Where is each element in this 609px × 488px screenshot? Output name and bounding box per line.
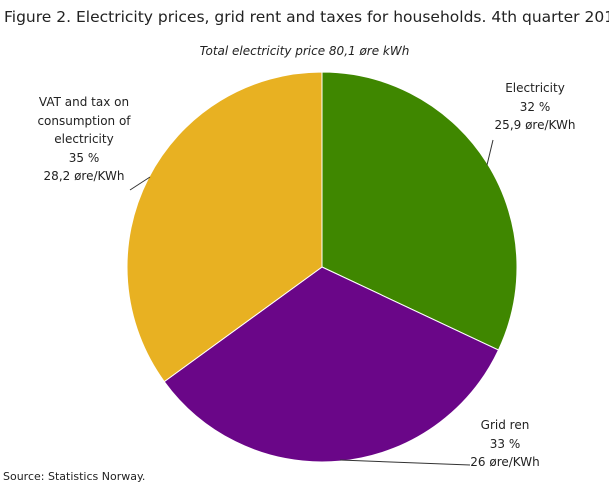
amount-label: 25,9 øre/KWh <box>494 118 576 132</box>
category-label: VAT and tax on consumption of electricit… <box>37 95 131 146</box>
category-label: Grid ren <box>480 418 530 432</box>
slice-label: Grid ren 33 % 26 øre/KWh <box>455 416 555 472</box>
amount-label: 26 øre/KWh <box>470 455 540 469</box>
slice-label: Electricity 32 % 25,9 øre/KWh <box>485 79 585 135</box>
percent-label: 33 % <box>489 436 521 451</box>
leader-line <box>129 176 151 191</box>
leader-line <box>339 459 471 466</box>
percent-label: 35 % <box>68 150 100 165</box>
slice-label: VAT and tax on consumption of electricit… <box>22 93 146 186</box>
pie-slice <box>163 266 500 463</box>
chart-title: Figure 2. Electricity prices, grid rent … <box>4 8 609 26</box>
pie-slice <box>321 71 518 351</box>
percent-label: 32 % <box>519 99 551 114</box>
leader-line <box>486 139 494 166</box>
category-label: Electricity <box>505 81 565 95</box>
source: Source: Statistics Norway. <box>3 470 146 483</box>
amount-label: 28,2 øre/KWh <box>43 169 125 183</box>
chart-subtitle: Total electricity price 80,1 øre kWh <box>199 44 410 58</box>
